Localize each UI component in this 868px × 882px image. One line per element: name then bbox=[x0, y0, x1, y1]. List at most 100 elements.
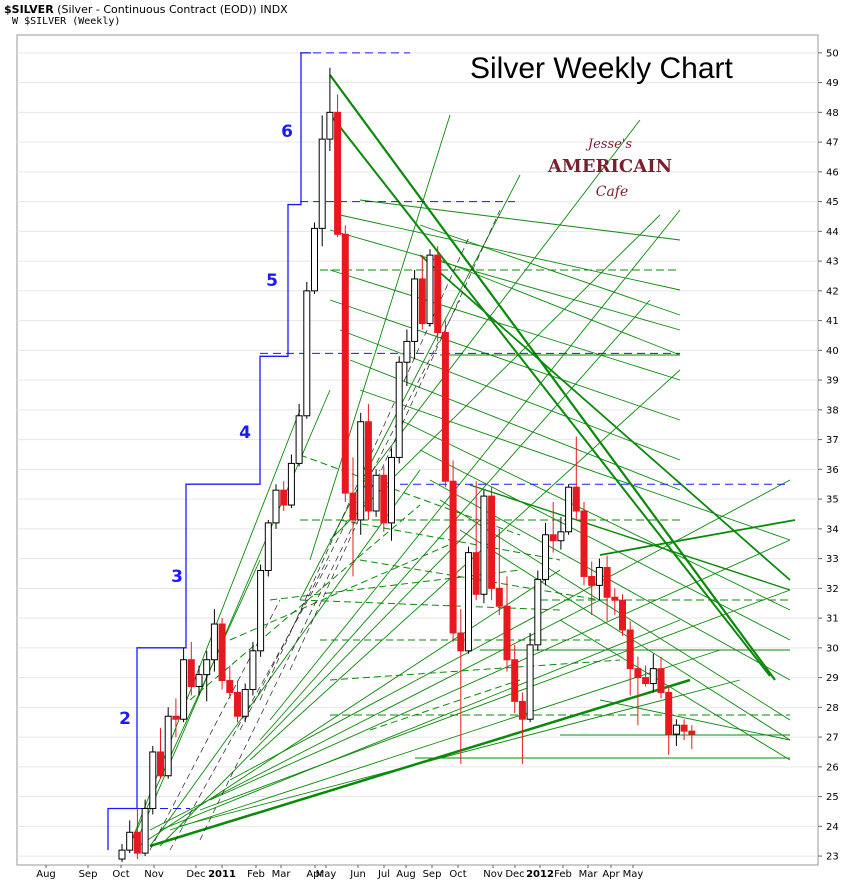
y-tick-label-7: 30 bbox=[826, 643, 839, 654]
candle-22 bbox=[287, 454, 295, 509]
trend-line-33 bbox=[419, 449, 791, 641]
candle-body-1 bbox=[126, 831, 134, 851]
candle-31 bbox=[357, 412, 365, 535]
x-tick-label-15: Nov bbox=[483, 869, 503, 880]
candle-18 bbox=[257, 564, 265, 657]
black-fan-line-5 bbox=[289, 209, 501, 671]
candle-15 bbox=[234, 680, 241, 723]
candle-body-58 bbox=[565, 486, 573, 533]
candle-body-10 bbox=[195, 674, 203, 688]
wave-label-1: 3 bbox=[171, 567, 183, 587]
candle-24 bbox=[303, 281, 311, 419]
candle-55 bbox=[542, 522, 549, 586]
candle-body-48 bbox=[488, 495, 496, 589]
candle-body-11 bbox=[203, 659, 211, 676]
candle-45 bbox=[465, 546, 472, 654]
x-tick-label-7: Mar bbox=[272, 869, 292, 880]
x-tick-label-5: 2011 bbox=[208, 869, 236, 880]
x-tick-label-9: May bbox=[316, 869, 337, 880]
trend-line-40 bbox=[359, 199, 681, 241]
logo: Jesse's AMERICAIN Cafe bbox=[547, 137, 672, 200]
candle-65 bbox=[619, 594, 626, 636]
wave-label-3: 5 bbox=[266, 271, 278, 291]
candle-10 bbox=[195, 665, 203, 696]
candle-body-15 bbox=[234, 691, 241, 717]
y-tick-label-6: 29 bbox=[826, 673, 839, 684]
trend-line-36 bbox=[459, 529, 791, 741]
y-tick-label-9: 32 bbox=[826, 584, 839, 595]
candle-60 bbox=[580, 502, 588, 586]
candle-body-8 bbox=[180, 659, 188, 720]
candle-body-51 bbox=[511, 659, 519, 702]
chart-header: $SILVER (Silver - Continuous Contract (E… bbox=[4, 3, 288, 16]
trend-line-15 bbox=[179, 679, 741, 827]
candle-53 bbox=[526, 632, 534, 723]
candles bbox=[118, 67, 696, 863]
y-tick-label-13: 36 bbox=[826, 465, 839, 476]
y-tick-label-25: 48 bbox=[826, 108, 839, 119]
candle-body-36 bbox=[395, 361, 403, 458]
wave-label-4: 6 bbox=[281, 122, 293, 142]
candle-2 bbox=[133, 808, 141, 860]
trend-line-5 bbox=[469, 484, 791, 591]
candle-1 bbox=[126, 820, 134, 854]
logo-line-3: Cafe bbox=[596, 184, 629, 200]
candle-body-56 bbox=[549, 534, 557, 542]
candle-body-60 bbox=[580, 510, 588, 577]
candle-37 bbox=[403, 329, 411, 387]
trend-line-39 bbox=[339, 214, 681, 291]
candle-body-61 bbox=[588, 575, 596, 586]
trend-line-31 bbox=[359, 389, 791, 541]
candle-body-26 bbox=[318, 138, 326, 229]
candle-body-54 bbox=[534, 578, 542, 646]
candle-body-74 bbox=[688, 730, 696, 735]
trend-line-42 bbox=[439, 259, 681, 356]
y-tick-label-16: 39 bbox=[826, 376, 839, 387]
candle-46 bbox=[472, 481, 480, 601]
candle-body-22 bbox=[287, 462, 295, 506]
candle-56 bbox=[549, 502, 557, 553]
candle-body-68 bbox=[642, 677, 650, 685]
candle-16 bbox=[241, 683, 249, 723]
trend-line-23 bbox=[309, 114, 451, 561]
candle-54 bbox=[534, 570, 542, 651]
y-tick-label-5: 28 bbox=[826, 703, 839, 714]
candle-42 bbox=[441, 320, 449, 488]
candle-body-13 bbox=[218, 623, 226, 682]
candle-7 bbox=[172, 698, 180, 738]
candle-74 bbox=[688, 725, 696, 749]
candle-27 bbox=[326, 67, 334, 152]
y-tick-label-3: 26 bbox=[826, 762, 839, 773]
candle-71 bbox=[665, 686, 673, 755]
candle-body-57 bbox=[557, 531, 565, 542]
trend-line-50 bbox=[299, 454, 521, 536]
black-fan-line-1 bbox=[169, 559, 331, 851]
candle-body-69 bbox=[649, 668, 657, 685]
y-tick-label-11: 34 bbox=[826, 524, 839, 535]
trend-line-9 bbox=[149, 469, 421, 847]
trend-line-46 bbox=[299, 599, 561, 611]
y-tick-label-4: 27 bbox=[826, 733, 839, 744]
candle-12 bbox=[210, 609, 218, 672]
candle-body-21 bbox=[280, 489, 288, 506]
wave-stairs bbox=[107, 52, 311, 851]
candle-63 bbox=[603, 555, 611, 622]
y-tick-label-15: 38 bbox=[826, 405, 839, 416]
trend-line-29 bbox=[339, 329, 681, 461]
candle-body-55 bbox=[542, 534, 549, 580]
candle-body-71 bbox=[665, 691, 673, 735]
candle-49 bbox=[495, 528, 503, 616]
x-tick-label-21: May bbox=[623, 869, 644, 880]
trend-line-48 bbox=[329, 659, 621, 681]
candle-70 bbox=[657, 656, 665, 699]
candle-body-39 bbox=[418, 278, 426, 325]
chart-title: Silver Weekly Chart bbox=[470, 52, 734, 85]
candle-body-65 bbox=[619, 599, 626, 631]
candle-body-30 bbox=[349, 492, 357, 521]
candle-66 bbox=[626, 621, 634, 696]
y-tick-label-12: 35 bbox=[826, 495, 839, 506]
y-tick-label-20: 43 bbox=[826, 257, 839, 268]
candle-body-27 bbox=[326, 111, 334, 140]
trend-line-37 bbox=[559, 619, 791, 761]
